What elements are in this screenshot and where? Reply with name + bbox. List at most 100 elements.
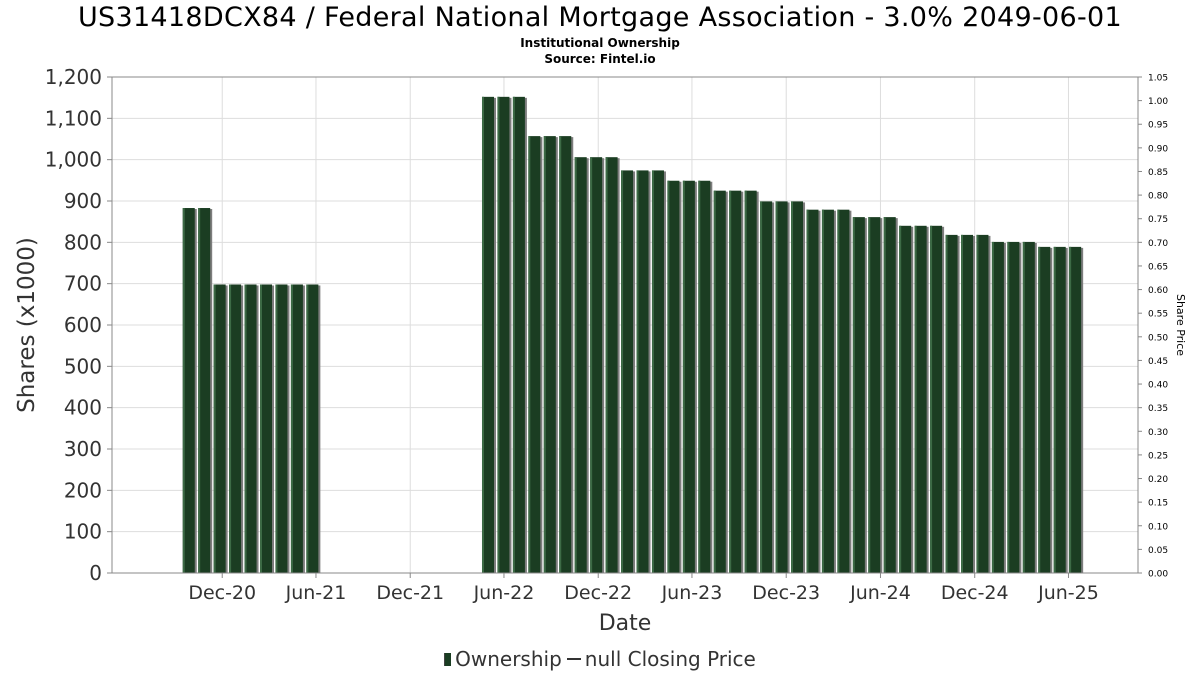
bar-highlight [682,180,685,573]
y-tick-label: 700 [64,272,102,296]
ownership-bar [976,234,991,574]
x-tick-label: Jun-24 [849,582,911,604]
y2-tick-label: 0.00 [1148,570,1168,580]
y2-axis-label: Share Price [1174,294,1187,356]
legend-ownership-label: Ownership [455,647,562,671]
bar-highlight [883,217,886,573]
bar-highlight [636,170,639,573]
x-tick-label: Jun-25 [1037,582,1099,604]
y2-tick-label: 0.40 [1148,381,1168,391]
bar-body [991,241,1004,574]
bar-body [1022,241,1035,574]
y-tick-label: 800 [64,230,102,254]
bar-body [275,284,288,573]
x-tick-label: Jun-23 [661,582,723,604]
bar-highlight [976,234,979,574]
bar-highlight [930,225,933,574]
bar-highlight [621,170,624,573]
y-tick-label: 1,100 [45,106,102,130]
bar-body [481,96,494,573]
bar-highlight [991,241,994,574]
ownership-bar [213,284,228,573]
ownership-bar [290,284,305,573]
ownership-bar [1007,241,1022,574]
bar-highlight [275,284,278,573]
bar-body [698,180,711,573]
bar-body [636,170,649,573]
bar-highlight [574,157,577,574]
ownership-bar [775,201,790,573]
bar-body [605,157,618,574]
ownership-bar [651,170,666,573]
bar-highlight [290,284,293,573]
bar-highlight [945,234,948,574]
bar-body [244,284,257,573]
bar-body [791,201,804,573]
bar-highlight [559,136,562,573]
bar-body [713,190,726,573]
bar-body [760,201,773,573]
ownership-bar [1038,246,1053,573]
bar-body [621,170,634,573]
y-tick-label: 1,000 [45,148,102,172]
ownership-bar [930,225,945,574]
y2-tick-label: 0.85 [1148,168,1168,178]
y-tick-label: 300 [64,437,102,461]
bar-highlight [713,190,716,573]
chart-title: US31418DCX84 / Federal National Mortgage… [77,2,1123,33]
bar-highlight [760,201,763,573]
y2-tick-label: 0.75 [1148,215,1168,225]
ownership-bar [229,284,244,573]
x-tick-label: Dec-21 [376,582,444,604]
ownership-bar [275,284,290,573]
bar-body [1053,246,1066,573]
chart-source: Source: Fintel.io [544,52,656,66]
ownership-bar [713,190,728,573]
ownership-bar [574,157,589,574]
bar-highlight [1053,246,1056,573]
bar-body [682,180,695,573]
ownership-bar [914,225,929,574]
bar-body [543,136,556,573]
y2-tick-label: 0.15 [1148,499,1168,509]
ownership-bar [791,201,806,573]
bar-body [729,190,742,573]
bar-body [930,225,943,574]
ownership-bar [481,96,496,573]
bar-highlight [1069,246,1072,573]
ownership-bar [698,180,713,573]
ownership-swatch [444,653,452,666]
price-line-swatch [566,658,581,660]
bar-body [198,208,211,573]
y2-tick-label: 0.95 [1148,121,1168,131]
y-tick-label: 600 [64,313,102,337]
ownership-bar [744,190,759,573]
bar-body [497,96,510,573]
bar-highlight [512,96,515,573]
y2-tick-label: 0.50 [1148,333,1168,343]
y2-tick-label: 0.90 [1148,144,1168,154]
legend-price-label: null Closing Price [584,647,756,671]
bar-body [290,284,303,573]
ownership-bar [852,217,867,573]
ownership-bar [821,209,836,573]
ownership-bar [260,284,275,573]
bar-highlight [961,234,963,574]
bar-body [306,284,319,573]
bar-highlight [914,225,917,574]
x-tick-label: Dec-23 [752,582,820,604]
y2-tick-label: 1.00 [1148,97,1168,107]
bar-highlight [528,136,531,573]
ownership-bar [182,208,197,573]
bar-body [528,136,541,573]
bar-highlight [213,284,216,573]
bar-highlight [198,208,201,573]
bar-highlight [791,201,794,573]
bar-body [1038,246,1051,573]
bar-body [837,209,850,573]
y2-tick-label: 0.70 [1148,239,1168,249]
bar-body [868,217,881,573]
bar-highlight [806,209,809,573]
ownership-bar [729,190,744,573]
